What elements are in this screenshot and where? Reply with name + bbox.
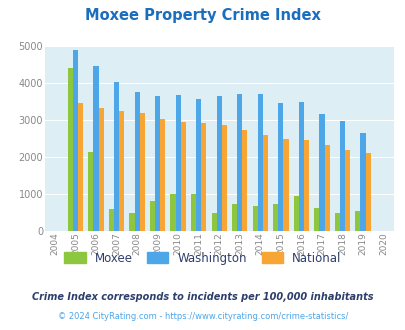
Text: Crime Index corresponds to incidents per 100,000 inhabitants: Crime Index corresponds to incidents per… [32,292,373,302]
Bar [273,204,277,231]
Bar [160,119,165,231]
Bar [262,135,267,231]
Bar [242,130,247,231]
Bar [216,96,221,231]
Legend: Moxee, Washington, National: Moxee, Washington, National [64,252,341,265]
Bar [68,68,73,231]
Bar [175,95,180,231]
Bar [170,194,175,231]
Bar [98,108,103,231]
Bar [190,194,196,231]
Bar [313,208,319,231]
Bar [109,209,114,231]
Bar [283,139,288,231]
Bar [196,99,201,231]
Text: © 2024 CityRating.com - https://www.cityrating.com/crime-statistics/: © 2024 CityRating.com - https://www.city… [58,312,347,321]
Bar [360,133,364,231]
Bar [211,213,216,231]
Bar [93,66,98,231]
Bar [149,201,155,231]
Bar [293,196,298,231]
Bar [88,151,93,231]
Bar [257,94,262,231]
Bar [334,213,339,231]
Bar [78,104,83,231]
Bar [221,124,226,231]
Bar [277,103,283,231]
Bar [119,111,124,231]
Bar [303,141,308,231]
Bar [201,123,206,231]
Bar [134,92,139,231]
Bar [139,113,145,231]
Bar [339,121,344,231]
Bar [252,206,257,231]
Bar [180,122,185,231]
Text: Moxee Property Crime Index: Moxee Property Crime Index [85,8,320,23]
Bar [155,96,160,231]
Bar [237,94,242,231]
Bar [232,204,237,231]
Bar [298,102,303,231]
Bar [319,114,324,231]
Bar [364,153,370,231]
Bar [354,212,360,231]
Bar [73,50,78,231]
Bar [129,213,134,231]
Bar [324,145,329,231]
Bar [344,150,349,231]
Bar [114,82,119,231]
